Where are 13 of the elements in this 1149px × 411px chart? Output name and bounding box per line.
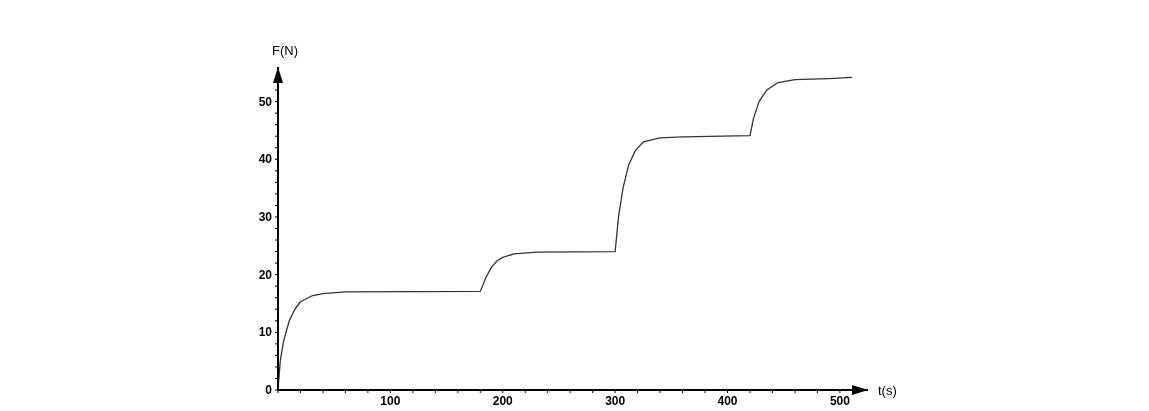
y-tick-label: 10 <box>258 325 273 340</box>
y-tick-label: 20 <box>258 267 273 282</box>
y-tick-label: 30 <box>258 209 273 224</box>
x-tick-label: 200 <box>492 394 514 408</box>
x-tick-label: 500 <box>829 394 851 408</box>
x-tick-label: 100 <box>380 394 401 408</box>
y-tick-label: 40 <box>258 152 273 167</box>
x-tick-label: 400 <box>717 394 738 408</box>
y-axis-title: F(N) <box>272 43 298 58</box>
x-axis-title: t(s) <box>878 383 897 398</box>
y-tick-label: 50 <box>258 94 273 109</box>
x-tick-label: 300 <box>605 394 626 408</box>
y-tick-label: 0 <box>265 383 273 397</box>
